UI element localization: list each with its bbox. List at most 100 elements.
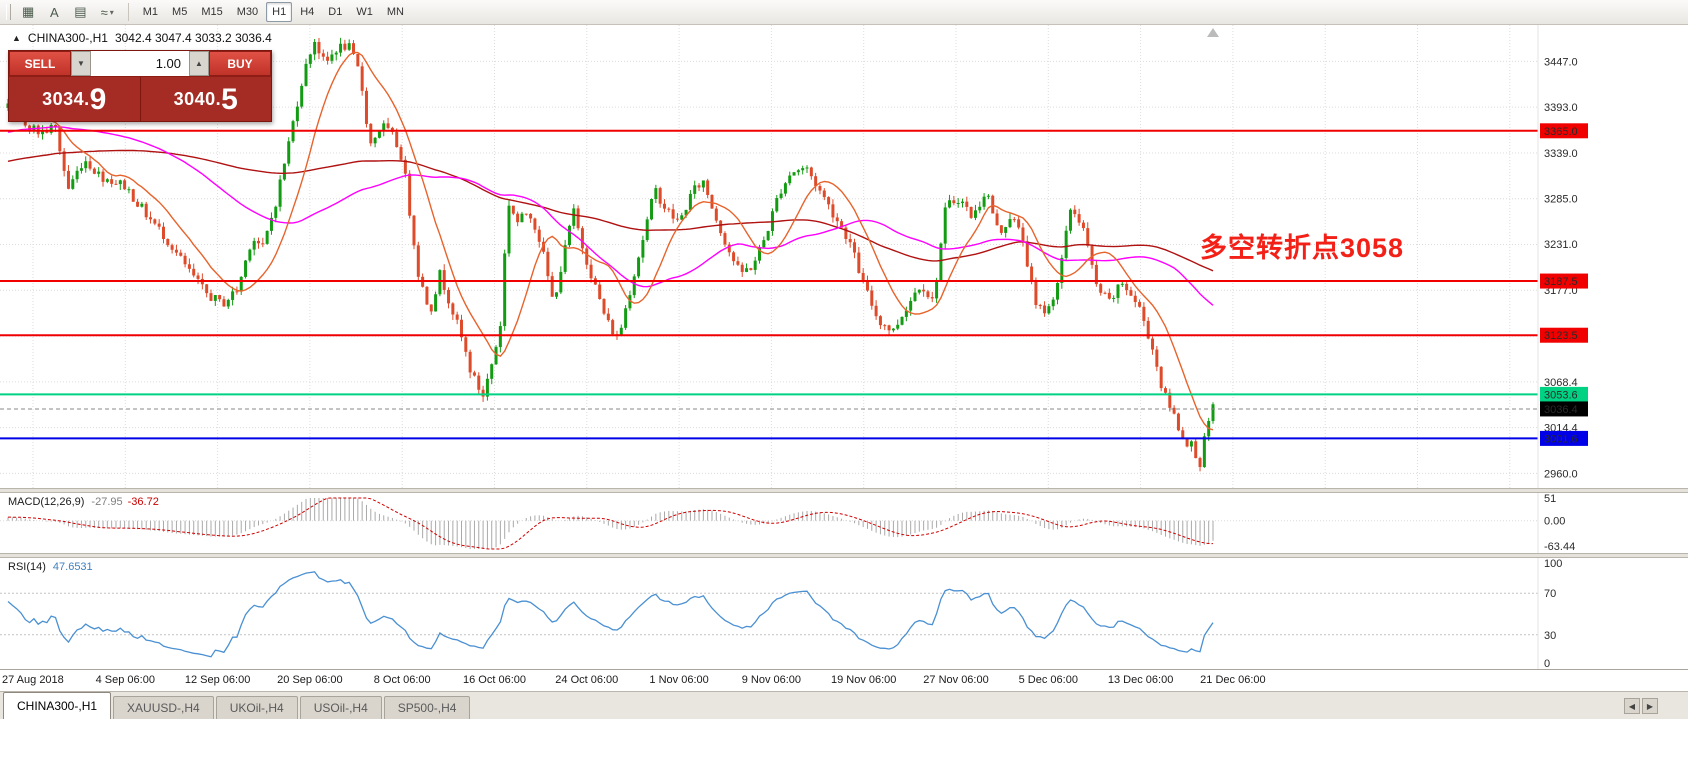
volume-step-button[interactable]: ▲ [189,51,209,76]
sell-button[interactable]: SELL [9,51,71,76]
price-level-lines[interactable] [0,129,1538,440]
time-axis-label: 19 Nov 06:00 [830,674,897,686]
time-axis-label: 13 Dec 06:00 [1107,674,1174,686]
chart-toolbar: ▦ A ▤ ≈ ▾ M1 M5 M15 M30 H1 H4 D1 W1 MN [0,0,1688,25]
time-axis-label: 5 Dec 06:00 [1018,674,1078,686]
dropdown-caret-icon: ▾ [109,7,114,17]
price-chart[interactable]: 3447.03393.03339.03285.03231.03177.03068… [0,25,1688,488]
ma-mid-line [7,126,1214,306]
time-axis-label: 4 Sep 06:00 [95,674,155,686]
timeframe-h4-button[interactable]: H4 [300,6,315,18]
timeframe-m5-button[interactable]: M5 [172,6,188,18]
buy-price-big-digit: 5 [221,82,238,116]
timeframe-m15-button[interactable]: M15 [201,6,223,18]
one-click-top-row: SELL ▼ ▲ BUY [9,51,271,77]
rsi-label: RSI(14) 47.6531 [8,561,93,573]
time-axis-label: 8 Oct 06:00 [373,674,431,686]
tab-scroll-right-button[interactable]: ▶ [1642,698,1658,714]
panel-splitter[interactable] [0,488,1688,493]
time-axis[interactable]: 27 Aug 2018 4 Sep 06:00 12 Sep 06:00 20 Sep… [0,669,1688,691]
time-axis-label: 1 Nov 06:00 [649,674,709,686]
one-click-prices: 3034. 9 3040. 5 [9,77,271,122]
text-annotation-icon[interactable]: A [49,4,59,20]
sell-price-big-digit: 9 [89,82,107,116]
buy-price-display[interactable]: 3040. 5 [141,77,272,122]
chart-shift-marker[interactable] [1207,28,1219,37]
toolbar-grip[interactable] [6,4,11,20]
one-click-trading-widget: SELL ▼ ▲ BUY 3034.9 3040.5 [8,50,272,122]
chart-ohlc-info: ▲ CHINA300-,H1 3042.4 3047.4 3033.2 3036… [12,31,272,45]
chart-tab-ukoil-h4[interactable]: UKOil-,H4 [215,696,298,719]
macd-histogram [7,498,1214,549]
rsi-line [7,571,1214,658]
level-price-tag [1540,386,1588,402]
tab-scroll-left-button[interactable]: ◀ [1624,698,1640,714]
rsi-panel[interactable]: 100 70 30 0 RSI(14) 47.6531 [0,558,1688,669]
ma-fast-line [7,51,1214,431]
timeframe-d1-button[interactable]: D1 [328,6,343,18]
ohlc-values: 3042.4 3047.4 3033.2 3036.4 [114,31,272,45]
ma-slow-line [7,149,1214,272]
time-axis-label: 27 Nov 06:00 [923,674,989,686]
panel-splitter[interactable] [0,553,1688,558]
svg-text:3447.0: 3447.0 [1544,56,1578,68]
price-divider [139,77,141,122]
indicators-icon[interactable]: ≈ ▾ [100,4,114,20]
volume-dropdown-button[interactable]: ▼ [71,51,91,76]
timeframe-m30-button[interactable]: M30 [236,6,259,18]
svg-text:3036.4: 3036.4 [1544,404,1578,416]
volume-input[interactable] [91,51,189,76]
buy-button[interactable]: BUY [209,51,271,76]
current-price-tag [1540,401,1588,417]
tick-chart-icon[interactable]: ▦ [22,4,35,19]
macd-panel[interactable]: 51 0.00 -63.44 MACD(12,26,9) -27.95 -36.72 [0,493,1688,553]
svg-text:-63.44: -63.44 [1544,541,1575,553]
time-axis-label: 21 Dec 06:00 [1200,674,1266,686]
chart-tab-bar: CHINA300-,H1 XAUUSD-,H4 UKOil-,H4 USOil-,H4… [0,691,1688,719]
chart-tab-xauusd-h4[interactable]: XAUUSD-,H4 [113,696,214,719]
level-price-tag [1540,430,1588,446]
symbol-timeframe-label: CHINA300-,H1 [27,31,108,45]
chart-text-annotation[interactable]: 多空转折点3058 [1200,233,1405,263]
svg-text:30: 30 [1544,630,1556,642]
macd-signal-line [7,497,1214,550]
chart-tab-china300-h1[interactable]: CHINA300-,H1 [3,692,112,719]
svg-text:3365.0: 3365.0 [1544,126,1578,138]
svg-text:0.00: 0.00 [1544,516,1565,528]
time-axis-label: 16 Oct 06:00 [463,674,526,686]
price-chart-panel[interactable]: 3447.0 3393.0 3339.0 3285.0 3231.0 3177.0 3068… [0,25,1688,488]
sell-price-main: 3034. [42,89,90,109]
price-axis[interactable]: 3447.03393.03339.03285.03231.03177.03068… [1537,25,1588,488]
sell-price-display[interactable]: 3034. 9 [9,77,140,122]
time-axis-label: 9 Nov 06:00 [741,674,802,686]
svg-text:100: 100 [1544,558,1562,570]
svg-text:3231.0: 3231.0 [1544,239,1578,251]
svg-text:3339.0: 3339.0 [1544,148,1578,160]
object-list-icon[interactable]: ▤ [74,4,87,19]
svg-text:3123.5: 3123.5 [1544,330,1578,342]
timeframe-w1-button[interactable]: W1 [356,6,373,18]
timeframe-m1-button[interactable]: M1 [142,6,159,18]
svg-text:2960.0: 2960.0 [1544,469,1578,481]
chart-tabs: CHINA300-,H1 XAUUSD-,H4 UKOil-,H4 USOil-,H4… [0,692,1688,719]
timeframe-mn-button[interactable]: MN [386,6,404,18]
macd-label: MACD(12,26,9) -27.95 -36.72 [8,496,159,508]
svg-text:3068.4: 3068.4 [1544,377,1578,389]
rsi-name: RSI(14) [8,561,46,573]
chart-tab-usoil-h4[interactable]: USOil-,H4 [299,696,382,719]
timeframe-h1-button[interactable]: H1 [266,2,293,22]
svg-text:51: 51 [1544,493,1556,505]
chart-tab-sp500-h4[interactable]: SP500-,H4 [383,696,471,719]
macd-name: MACD(12,26,9) [8,496,85,508]
level-price-tag [1540,123,1588,139]
buy-price-main: 3040. [173,89,222,109]
rsi-value: 47.6531 [52,561,93,573]
toolbar-separator [127,3,129,21]
level-price-tag [1540,273,1588,289]
time-axis-label: 12 Sep 06:00 [184,674,251,686]
tab-scroll-arrows: ◀ ▶ [1624,698,1658,714]
rsi-chart: 100 70 30 0 [0,558,1562,669]
svg-text:3393.0: 3393.0 [1544,102,1578,114]
svg-text:3001.6: 3001.6 [1544,433,1578,445]
